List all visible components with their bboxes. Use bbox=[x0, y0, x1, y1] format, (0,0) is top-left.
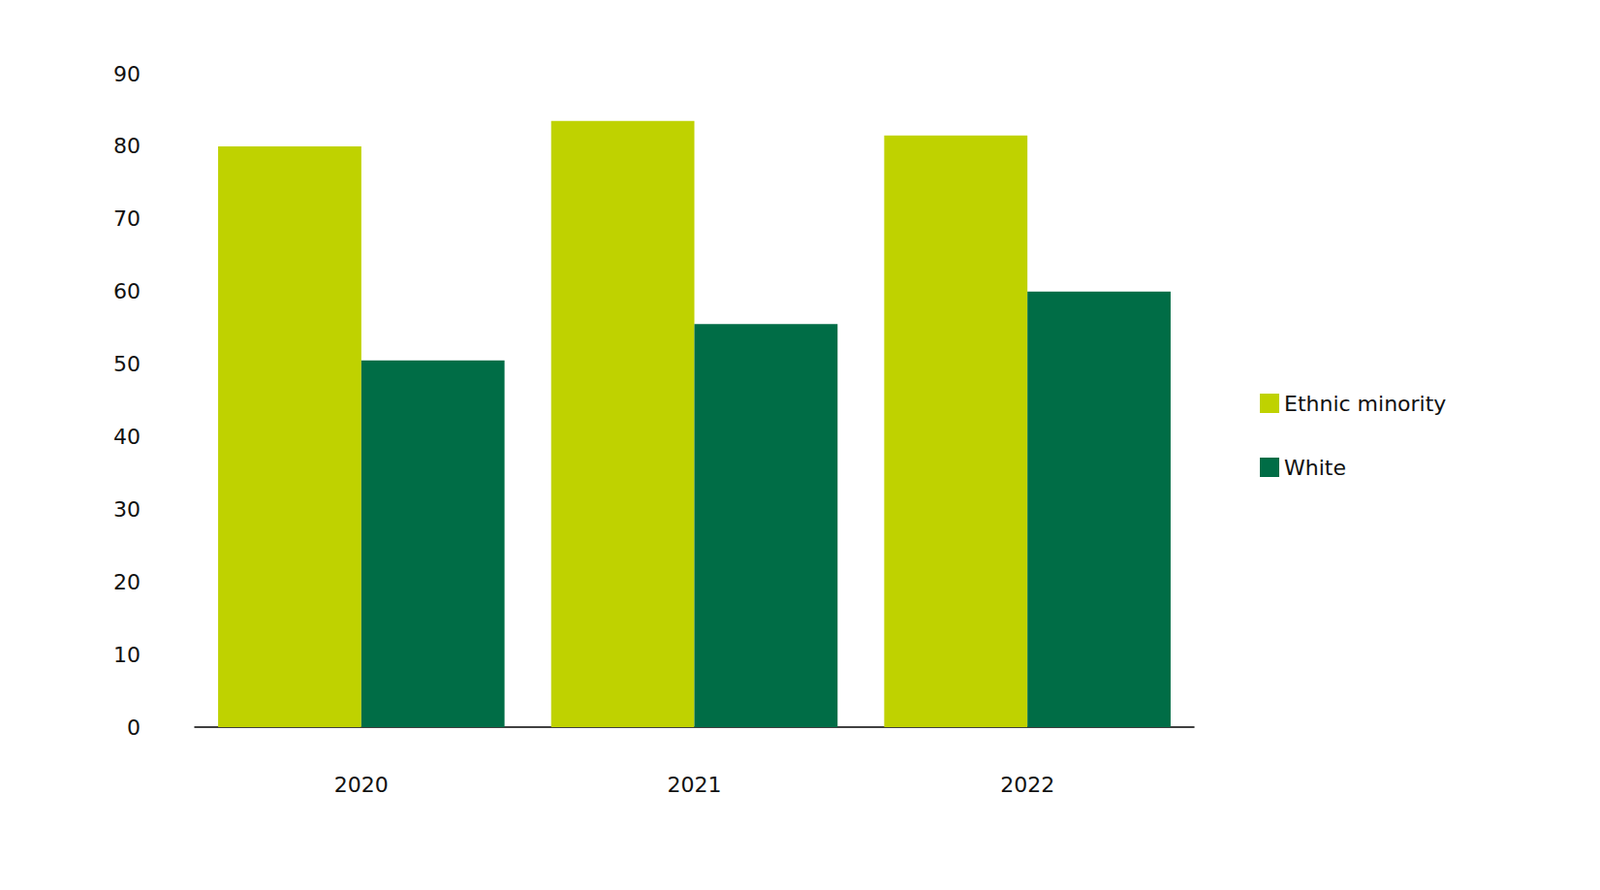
svg-text:90: 90 bbox=[113, 62, 141, 87]
svg-text:2020: 2020 bbox=[334, 772, 389, 797]
svg-text:70: 70 bbox=[113, 206, 141, 231]
svg-text:50: 50 bbox=[113, 351, 141, 377]
svg-text:2021: 2021 bbox=[667, 772, 722, 797]
svg-text:30: 30 bbox=[113, 497, 141, 522]
svg-text:80: 80 bbox=[113, 133, 141, 158]
svg-text:2022: 2022 bbox=[1000, 772, 1055, 797]
svg-text:40: 40 bbox=[113, 424, 141, 449]
svg-text:0: 0 bbox=[126, 715, 141, 740]
svg-text:10: 10 bbox=[113, 642, 141, 667]
svg-text:White: White bbox=[1284, 455, 1347, 480]
svg-text:60: 60 bbox=[113, 279, 141, 304]
svg-text:20: 20 bbox=[113, 569, 141, 595]
svg-text:Ethnic minority: Ethnic minority bbox=[1284, 391, 1446, 416]
